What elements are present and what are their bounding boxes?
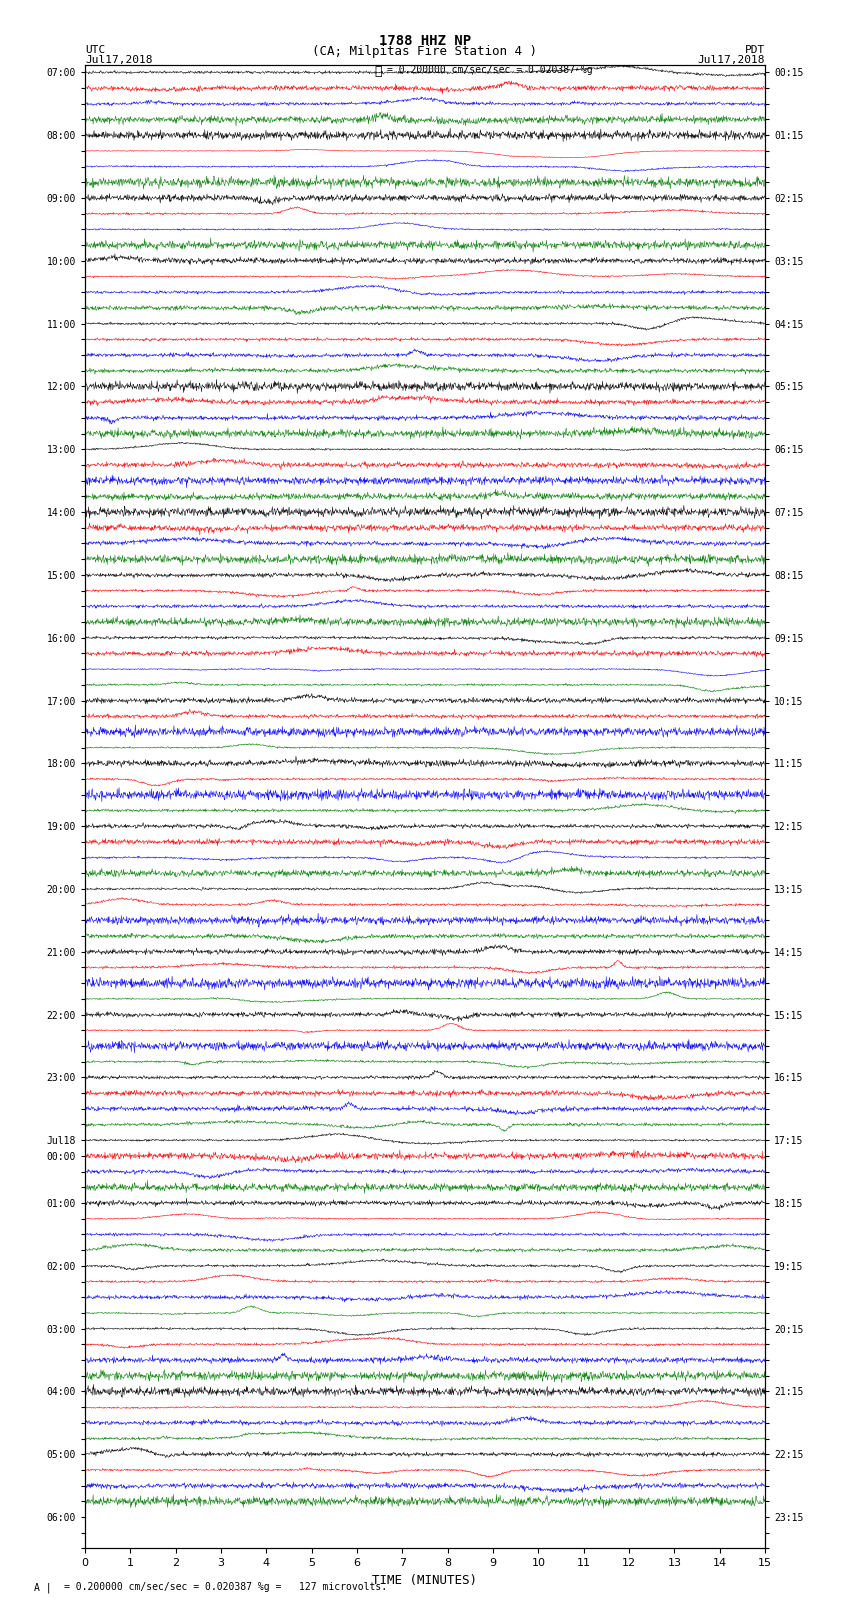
Text: = 0.200000 cm/sec/sec = 0.020387 %g =   127 microvolts.: = 0.200000 cm/sec/sec = 0.020387 %g = 12… — [64, 1582, 387, 1592]
Text: Jul17,2018: Jul17,2018 — [85, 55, 152, 65]
Text: 1788 HHZ NP: 1788 HHZ NP — [379, 34, 471, 48]
Text: Jul17,2018: Jul17,2018 — [698, 55, 765, 65]
Text: ⏐: ⏐ — [374, 65, 382, 77]
X-axis label: TIME (MINUTES): TIME (MINUTES) — [372, 1574, 478, 1587]
Text: = 0.200000 cm/sec/sec = 0.020387 %g: = 0.200000 cm/sec/sec = 0.020387 %g — [387, 65, 592, 74]
Text: (CA; Milpitas Fire Station 4 ): (CA; Milpitas Fire Station 4 ) — [313, 45, 537, 58]
Text: A |: A | — [34, 1582, 52, 1594]
Text: UTC: UTC — [85, 45, 105, 55]
Text: PDT: PDT — [745, 45, 765, 55]
